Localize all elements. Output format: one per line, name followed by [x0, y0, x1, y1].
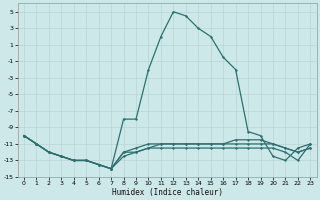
- X-axis label: Humidex (Indice chaleur): Humidex (Indice chaleur): [112, 188, 223, 197]
